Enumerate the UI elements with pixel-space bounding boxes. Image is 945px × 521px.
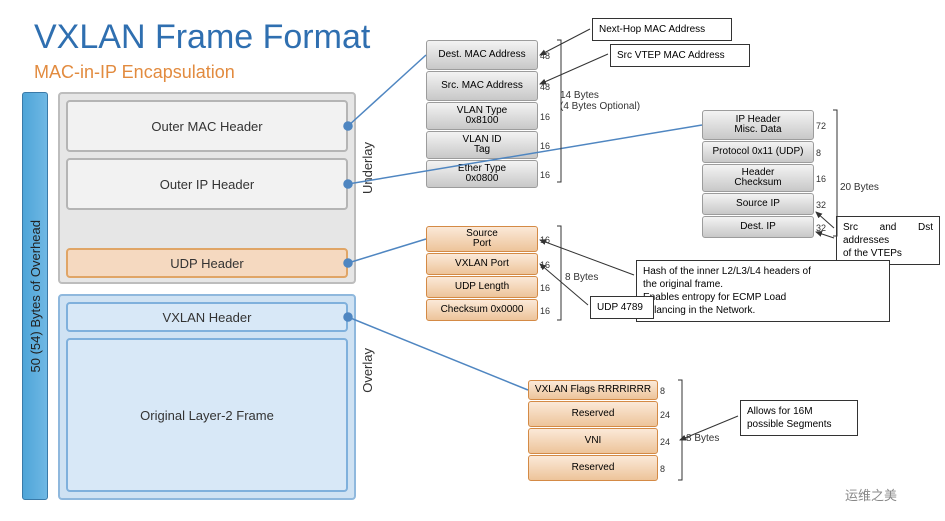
vxlan-field: VNI — [528, 428, 658, 454]
udp-field: Source Port — [426, 226, 538, 252]
page-title: VXLAN Frame Format — [34, 18, 370, 57]
watermark-text: 运维之美 — [845, 485, 897, 504]
vxlan-field-stack: VXLAN Flags RRRRIRRRReservedVNIReserved — [528, 380, 658, 482]
mac-bits: 16 — [540, 160, 550, 189]
ip-bits: 32 — [816, 216, 826, 239]
mac-bits-col: 4848161616 — [540, 40, 550, 189]
mac-field: Src. MAC Address — [426, 71, 538, 101]
ip-bits: 8 — [816, 141, 826, 164]
mac-field: Dest. MAC Address — [426, 40, 538, 70]
overlay-label: Overlay — [360, 348, 375, 393]
vxlan-bits-col: 824248 — [660, 380, 670, 482]
udp-bits-col: 16161616 — [540, 226, 550, 322]
underlay-label: Underlay — [360, 142, 375, 194]
ip-field: Protocol 0x11 (UDP) — [702, 141, 814, 163]
vxlan-bytes-note: 8 Bytes — [686, 433, 719, 444]
mac-bits: 16 — [540, 131, 550, 160]
udp-bytes-note: 8 Bytes — [565, 272, 598, 283]
ip-bits-col: 728163232 — [816, 110, 826, 239]
ip-field: Header Checksum — [702, 164, 814, 192]
udpport-annot: UDP 4789 — [590, 296, 654, 319]
mac-field-stack: Dest. MAC AddressSrc. MAC AddressVLAN Ty… — [426, 40, 538, 189]
mac-field: Ether Type 0x0800 — [426, 160, 538, 188]
vxlan-bits: 24 — [660, 401, 670, 428]
vtepaddr-annot: Src and Dst addresses of the VTEPs — [836, 216, 940, 265]
mac-bits: 48 — [540, 40, 550, 71]
mac-bits: 48 — [540, 71, 550, 102]
overhead-bar: 50 (54) Bytes of Overhead — [22, 92, 48, 500]
hash-annot: Hash of the inner L2/L3/L4 headers of th… — [636, 260, 890, 322]
udp-field-stack: Source PortVXLAN PortUDP LengthChecksum … — [426, 226, 538, 322]
ip-field-stack: IP Header Misc. DataProtocol 0x11 (UDP)H… — [702, 110, 814, 239]
ip-field: IP Header Misc. Data — [702, 110, 814, 140]
outer-mac-header: Outer MAC Header — [66, 100, 348, 152]
overhead-label: 50 (54) Bytes of Overhead — [28, 220, 43, 372]
vxlan-bits: 8 — [660, 380, 670, 401]
udp-header: UDP Header — [66, 248, 348, 278]
srcvtep-annot: Src VTEP MAC Address — [610, 44, 750, 67]
udp-field: Checksum 0x0000 — [426, 299, 538, 321]
mac-bits: 16 — [540, 102, 550, 131]
mac-field: VLAN ID Tag — [426, 131, 538, 159]
udp-field: VXLAN Port — [426, 253, 538, 275]
outer-ip-header: Outer IP Header — [66, 158, 348, 210]
ip-bits: 32 — [816, 193, 826, 216]
vxlan-bits: 8 — [660, 455, 670, 482]
ip-field: Source IP — [702, 193, 814, 215]
udp-bits: 16 — [540, 226, 550, 253]
vxlan-bits: 24 — [660, 428, 670, 455]
ip-bits: 72 — [816, 110, 826, 141]
ip-field: Dest. IP — [702, 216, 814, 238]
vxlan-header: VXLAN Header — [66, 302, 348, 332]
udp-field: UDP Length — [426, 276, 538, 298]
ip-bytes-note: 20 Bytes — [840, 182, 879, 193]
udp-bits: 16 — [540, 253, 550, 276]
original-l2-frame: Original Layer-2 Frame — [66, 338, 348, 492]
mac-bytes-note: 14 Bytes (4 Bytes Optional) — [560, 90, 640, 112]
nexthop-annot: Next-Hop MAC Address — [592, 18, 732, 41]
mac-field: VLAN Type 0x8100 — [426, 102, 538, 130]
udp-bits: 16 — [540, 299, 550, 322]
vxlan-field: Reserved — [528, 401, 658, 427]
ip-bits: 16 — [816, 164, 826, 193]
page-subtitle: MAC-in-IP Encapsulation — [34, 62, 235, 83]
segments-annot: Allows for 16M possible Segments — [740, 400, 858, 436]
vxlan-field: Reserved — [528, 455, 658, 481]
vxlan-field: VXLAN Flags RRRRIRRR — [528, 380, 658, 400]
udp-bits: 16 — [540, 276, 550, 299]
